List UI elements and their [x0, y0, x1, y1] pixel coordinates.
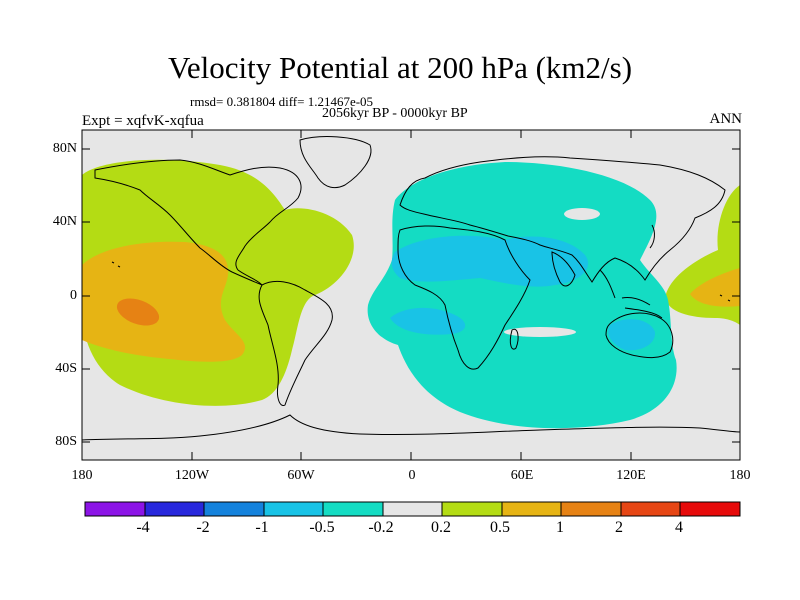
- colorbar-swatch: [264, 502, 323, 516]
- colorbar-swatch: [621, 502, 680, 516]
- colorbar-swatch: [383, 502, 442, 516]
- colorbar-swatch: [85, 502, 145, 516]
- colorbar-swatch: [561, 502, 621, 516]
- colorbar-swatch: [442, 502, 502, 516]
- contour-positive-west-mid: [82, 242, 245, 362]
- neutral-patch: [564, 208, 600, 220]
- colorbar-swatch: [680, 502, 740, 516]
- map-figure: [0, 0, 800, 600]
- colorbar-swatch: [204, 502, 264, 516]
- colorbar-swatch: [145, 502, 204, 516]
- neutral-patch: [504, 327, 576, 337]
- colorbar-swatch: [323, 502, 383, 516]
- colorbar-swatch: [502, 502, 561, 516]
- colorbar: [85, 502, 740, 516]
